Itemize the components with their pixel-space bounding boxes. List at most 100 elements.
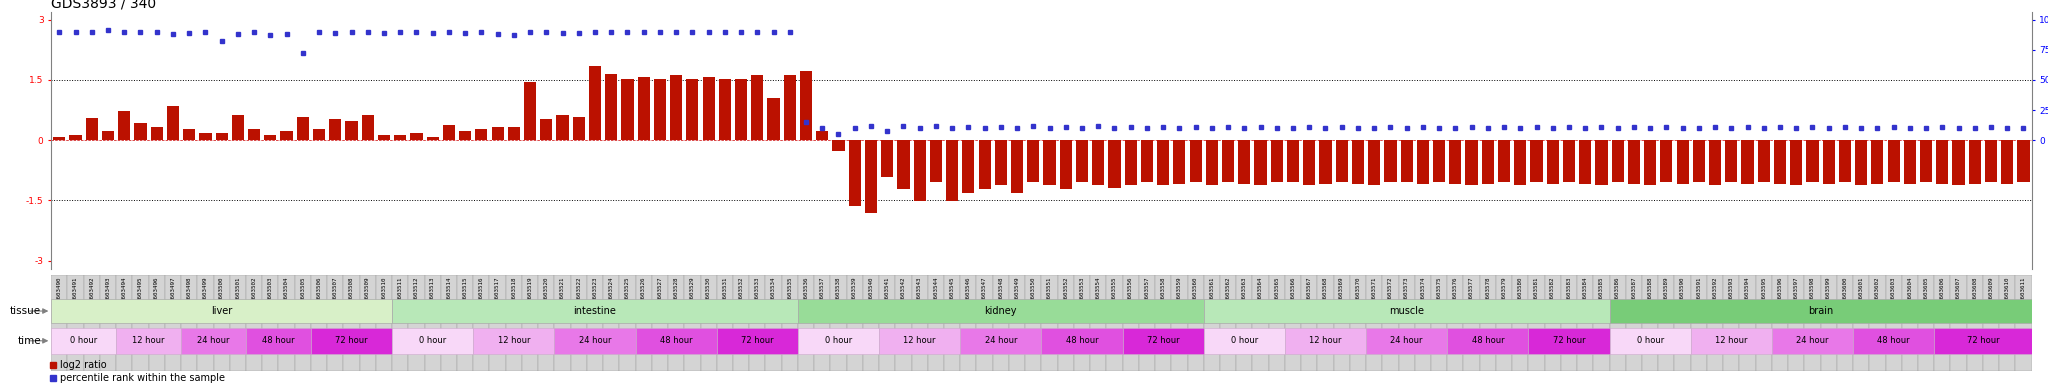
Bar [1528, 328, 1610, 354]
Bar [1739, 275, 1755, 371]
Text: GSM603598: GSM603598 [1810, 276, 1815, 308]
Bar [604, 74, 616, 140]
Bar [264, 135, 276, 140]
Text: GSM603606: GSM603606 [1939, 276, 1946, 308]
Bar [1708, 140, 1720, 185]
Bar [1448, 275, 1464, 371]
Bar [782, 275, 799, 371]
Bar [279, 275, 295, 371]
Text: GSM603533: GSM603533 [756, 276, 760, 308]
Bar [1561, 275, 1577, 371]
Text: GSM603549: GSM603549 [1014, 276, 1020, 308]
Text: log2 ratio: log2 ratio [61, 360, 106, 370]
Text: GSM603532: GSM603532 [739, 276, 743, 308]
Bar [1255, 140, 1266, 185]
Text: GSM603570: GSM603570 [1356, 276, 1360, 308]
Bar [635, 275, 651, 371]
Text: GSM603510: GSM603510 [381, 276, 387, 308]
Bar [1028, 140, 1040, 182]
Bar [1221, 275, 1237, 371]
Bar [53, 137, 66, 140]
Bar [199, 133, 211, 140]
Bar [1692, 328, 1772, 354]
Text: GSM603566: GSM603566 [1290, 276, 1296, 308]
Bar [848, 140, 860, 207]
Bar [1317, 275, 1333, 371]
Bar [1511, 275, 1528, 371]
Bar [801, 71, 813, 140]
Bar [1724, 140, 1737, 182]
Text: GSM603597: GSM603597 [1794, 276, 1798, 308]
Bar [1790, 140, 1802, 185]
Bar [1659, 275, 1675, 371]
Bar [961, 275, 977, 371]
Text: GSM603501: GSM603501 [236, 276, 240, 308]
Text: GSM603527: GSM603527 [657, 276, 662, 308]
Text: GSM603542: GSM603542 [901, 276, 905, 308]
Bar [995, 140, 1008, 185]
Bar [555, 275, 571, 371]
Bar [1481, 140, 1493, 184]
Bar [475, 129, 487, 140]
Text: GSM603526: GSM603526 [641, 276, 647, 308]
Bar [1999, 275, 2015, 371]
Bar [1642, 275, 1659, 371]
Text: GSM603568: GSM603568 [1323, 276, 1327, 308]
Bar [635, 328, 717, 354]
Bar [750, 275, 766, 371]
Text: GSM603541: GSM603541 [885, 276, 889, 308]
Bar [442, 125, 455, 140]
Text: GSM603505: GSM603505 [301, 276, 305, 308]
Bar [1610, 328, 1692, 354]
Bar [733, 275, 750, 371]
Text: GSM603558: GSM603558 [1161, 276, 1165, 308]
Bar [799, 275, 815, 371]
Text: GSM603599: GSM603599 [1827, 276, 1831, 308]
Text: GSM603530: GSM603530 [707, 276, 711, 308]
Bar [1124, 140, 1137, 185]
Text: GSM603600: GSM603600 [1843, 276, 1847, 308]
Text: GSM603494: GSM603494 [121, 276, 127, 308]
Text: GSM603497: GSM603497 [170, 276, 176, 308]
Bar [911, 275, 928, 371]
Text: GSM603492: GSM603492 [90, 276, 94, 308]
Bar [86, 118, 98, 140]
Text: GSM603522: GSM603522 [575, 276, 582, 308]
Bar [231, 115, 244, 140]
Bar [2017, 140, 2030, 182]
Bar [1450, 140, 1462, 184]
Text: GSM603512: GSM603512 [414, 276, 420, 308]
Bar [735, 79, 748, 140]
Bar [524, 82, 537, 140]
Bar [1626, 275, 1642, 371]
Bar [1612, 140, 1624, 182]
Bar [766, 275, 782, 371]
Bar [1108, 140, 1120, 188]
Text: GSM603525: GSM603525 [625, 276, 631, 308]
Text: 48 hour: 48 hour [262, 336, 295, 345]
Bar [1903, 275, 1919, 371]
Bar [1774, 140, 1786, 184]
Text: GSM603585: GSM603585 [1599, 276, 1604, 308]
Text: 24 hour: 24 hour [1796, 336, 1829, 345]
Bar [166, 106, 178, 140]
Text: GSM603554: GSM603554 [1096, 276, 1100, 308]
Bar [1382, 275, 1399, 371]
Text: GSM603523: GSM603523 [592, 276, 598, 308]
Bar [571, 275, 588, 371]
Bar [410, 133, 422, 140]
Bar [1985, 140, 1997, 182]
Text: GSM603607: GSM603607 [1956, 276, 1962, 308]
Text: GSM603595: GSM603595 [1761, 276, 1765, 308]
Text: GSM603592: GSM603592 [1712, 276, 1718, 308]
Bar [1286, 140, 1298, 182]
Bar [1645, 140, 1657, 185]
Text: 72 hour: 72 hour [1552, 336, 1585, 345]
Text: GSM603551: GSM603551 [1047, 276, 1053, 308]
Bar [1026, 275, 1042, 371]
Text: 12 hour: 12 hour [133, 336, 164, 345]
Bar [1399, 275, 1415, 371]
Text: GSM603491: GSM603491 [74, 276, 78, 308]
Bar [1610, 299, 2032, 323]
Text: GSM603539: GSM603539 [852, 276, 858, 308]
